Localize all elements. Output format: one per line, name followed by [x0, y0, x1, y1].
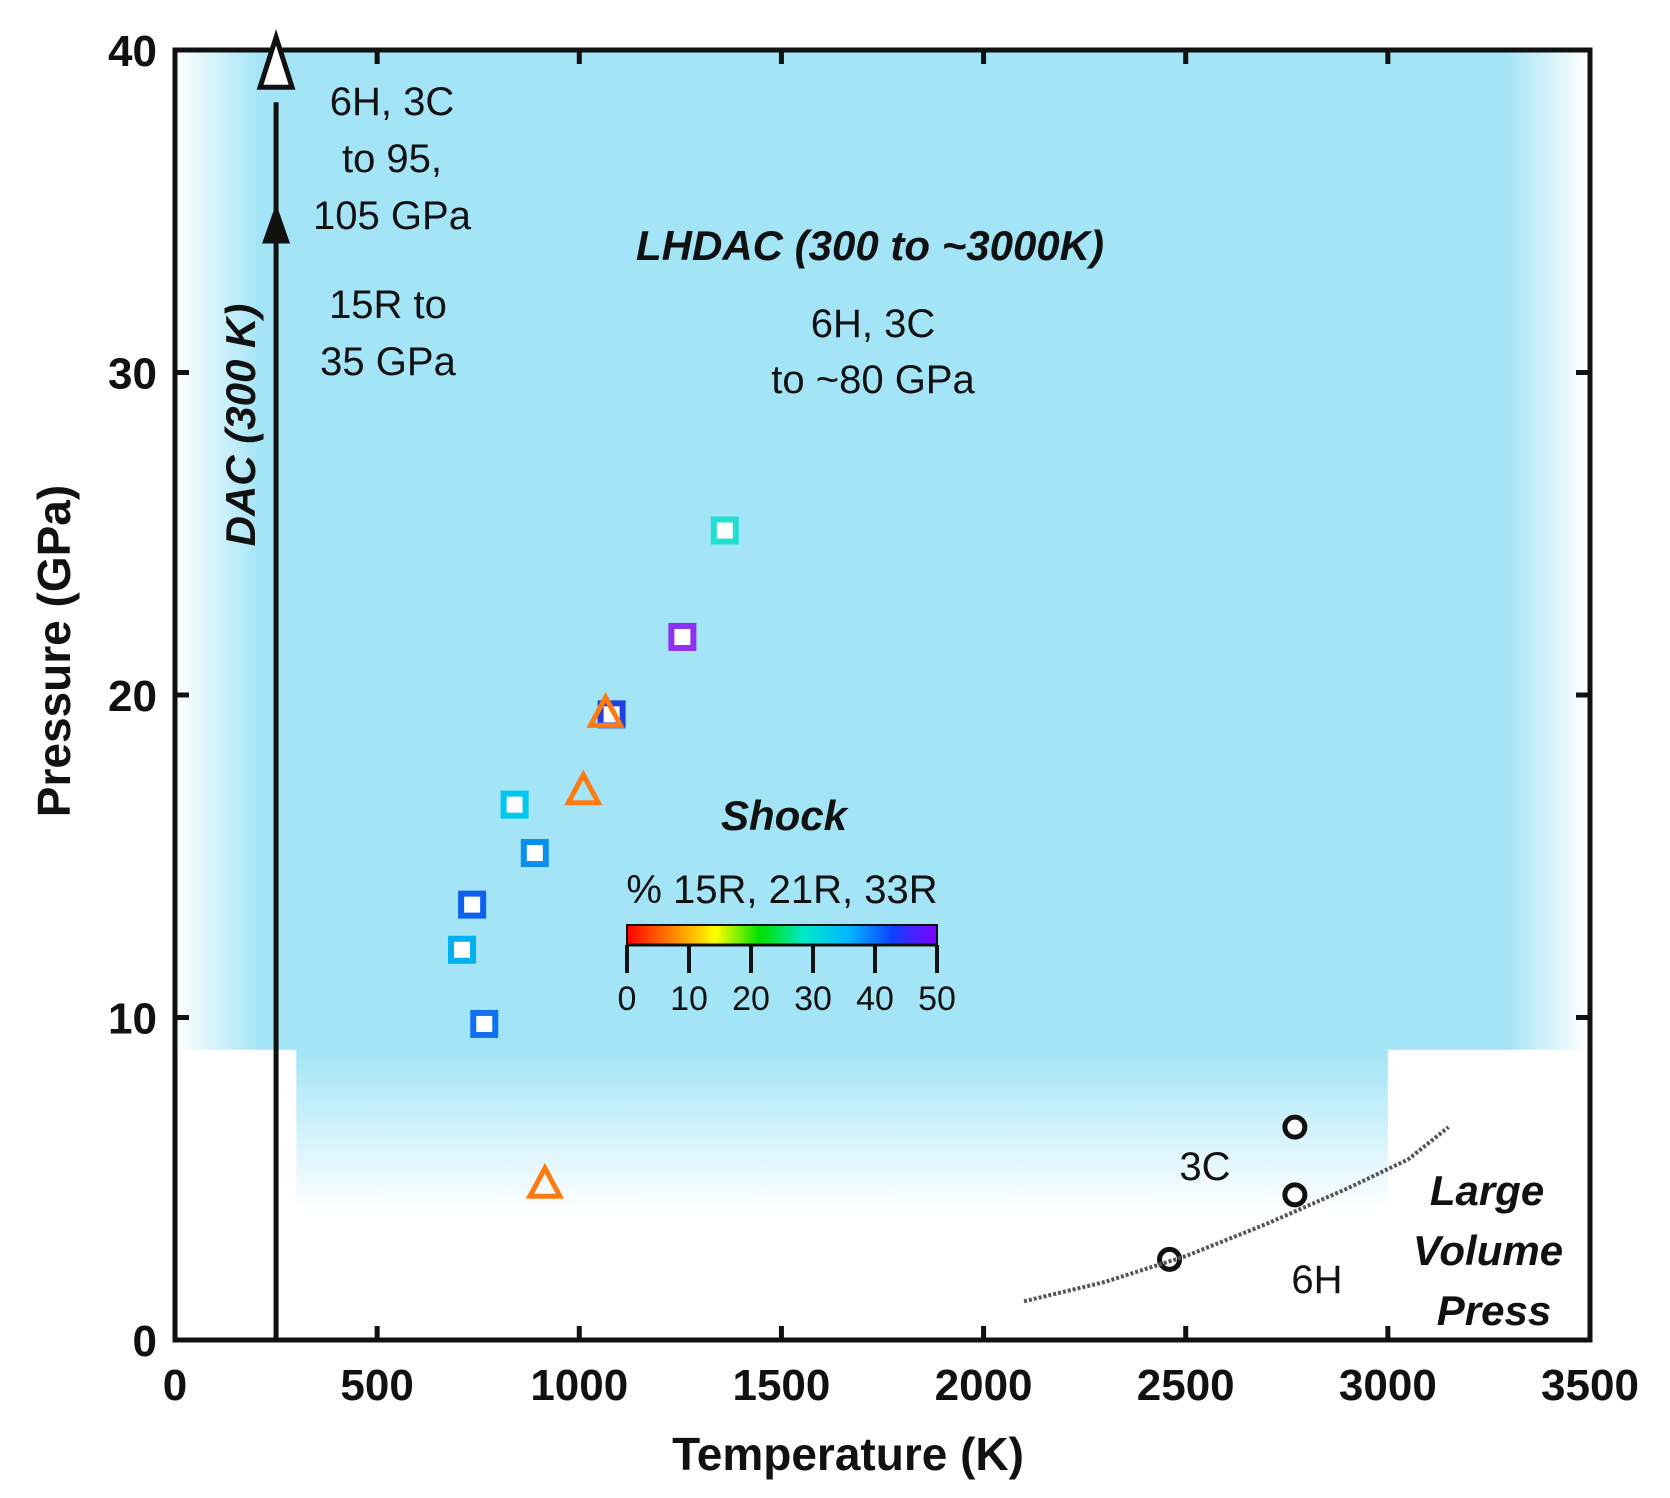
- y-tick-label: 0: [133, 1317, 157, 1366]
- shock-triangle-point: [525, 1162, 565, 1199]
- dac-upper-note-line2: to 95,: [342, 137, 442, 181]
- y-tick-label: 40: [108, 27, 157, 76]
- lvp-region: [1023, 1114, 1450, 1304]
- shock-triangle-point: [564, 769, 603, 806]
- colorbar-tick-label: 0: [618, 980, 637, 1018]
- dac-arrow-open-head: [256, 29, 296, 90]
- x-axis-label: Temperature (K): [672, 1428, 1024, 1480]
- shock-square-point: [470, 1009, 499, 1038]
- lvp-title-line3: Press: [1437, 1287, 1551, 1334]
- shock-colorbar-label: % 15R, 21R, 33R: [626, 868, 937, 912]
- x-tick-label: 500: [340, 1361, 413, 1410]
- colorbar-tick-label: 40: [856, 980, 894, 1018]
- data-points: [448, 516, 739, 1199]
- shock-title: Shock: [721, 792, 850, 839]
- lhdac-note-line2: to ~80 GPa: [771, 358, 975, 402]
- dac-arrow-filled-head: [262, 203, 291, 244]
- dac-upper-note-line3: 105 GPa: [313, 194, 472, 238]
- colorbar-tick-label: 10: [670, 980, 708, 1018]
- dac-lower-note-line1: 15R to: [329, 283, 447, 327]
- y-tick-label: 20: [108, 672, 157, 721]
- lhdac-title: LHDAC (300 to ~3000K): [636, 222, 1104, 269]
- y-tick-label: 30: [108, 350, 157, 399]
- x-tick-label: 3000: [1339, 1361, 1437, 1410]
- colorbar-tick-label: 20: [732, 980, 770, 1018]
- dac-region: [256, 29, 296, 1340]
- y-tick-label: 10: [108, 995, 157, 1044]
- lhdac-note-line1: 6H, 3C: [811, 302, 936, 346]
- lvp-phase-3c: 3C: [1179, 1145, 1230, 1189]
- dac-title: DAC (300 K): [217, 304, 264, 547]
- colorbar-gradient: [626, 924, 938, 946]
- colorbar-tick-label: 30: [794, 980, 832, 1018]
- colorbar-tick-label: 50: [918, 980, 956, 1018]
- shock-square-point: [448, 935, 477, 964]
- lvp-circle-point: [1282, 1182, 1308, 1208]
- x-tick-label: 2500: [1137, 1361, 1235, 1410]
- lhdac-band-main: [176, 50, 1589, 1050]
- lvp-phase-6h: 6H: [1291, 1258, 1342, 1302]
- x-tick-label: 1000: [530, 1361, 628, 1410]
- shock-square-point: [710, 516, 739, 545]
- lvp-circle-point: [1282, 1114, 1308, 1140]
- phase-boundary-line: [1023, 1125, 1450, 1304]
- dac-upper-note-line1: 6H, 3C: [330, 80, 455, 124]
- lhdac-region: [176, 50, 1589, 1211]
- y-axis-label: Pressure (GPa): [28, 485, 80, 817]
- lvp-title-line1: Large: [1430, 1167, 1544, 1214]
- dac-lower-note-line2: 35 GPa: [320, 340, 456, 384]
- shock-square-point: [668, 622, 697, 651]
- shock-triangle-point: [586, 692, 625, 728]
- shock-square-point: [520, 839, 549, 868]
- lvp-title-line2: Volume: [1413, 1227, 1563, 1274]
- x-tick-label: 1500: [732, 1361, 830, 1410]
- x-tick-label: 2000: [935, 1361, 1033, 1410]
- colorbar: 0 10 20 30 40 50: [618, 924, 956, 1018]
- lhdac-band-fade: [296, 1049, 1388, 1211]
- shock-square-point: [458, 890, 487, 919]
- shock-square-point: [500, 790, 529, 819]
- x-tick-label: 3500: [1541, 1361, 1639, 1410]
- x-tick-label: 0: [163, 1361, 187, 1410]
